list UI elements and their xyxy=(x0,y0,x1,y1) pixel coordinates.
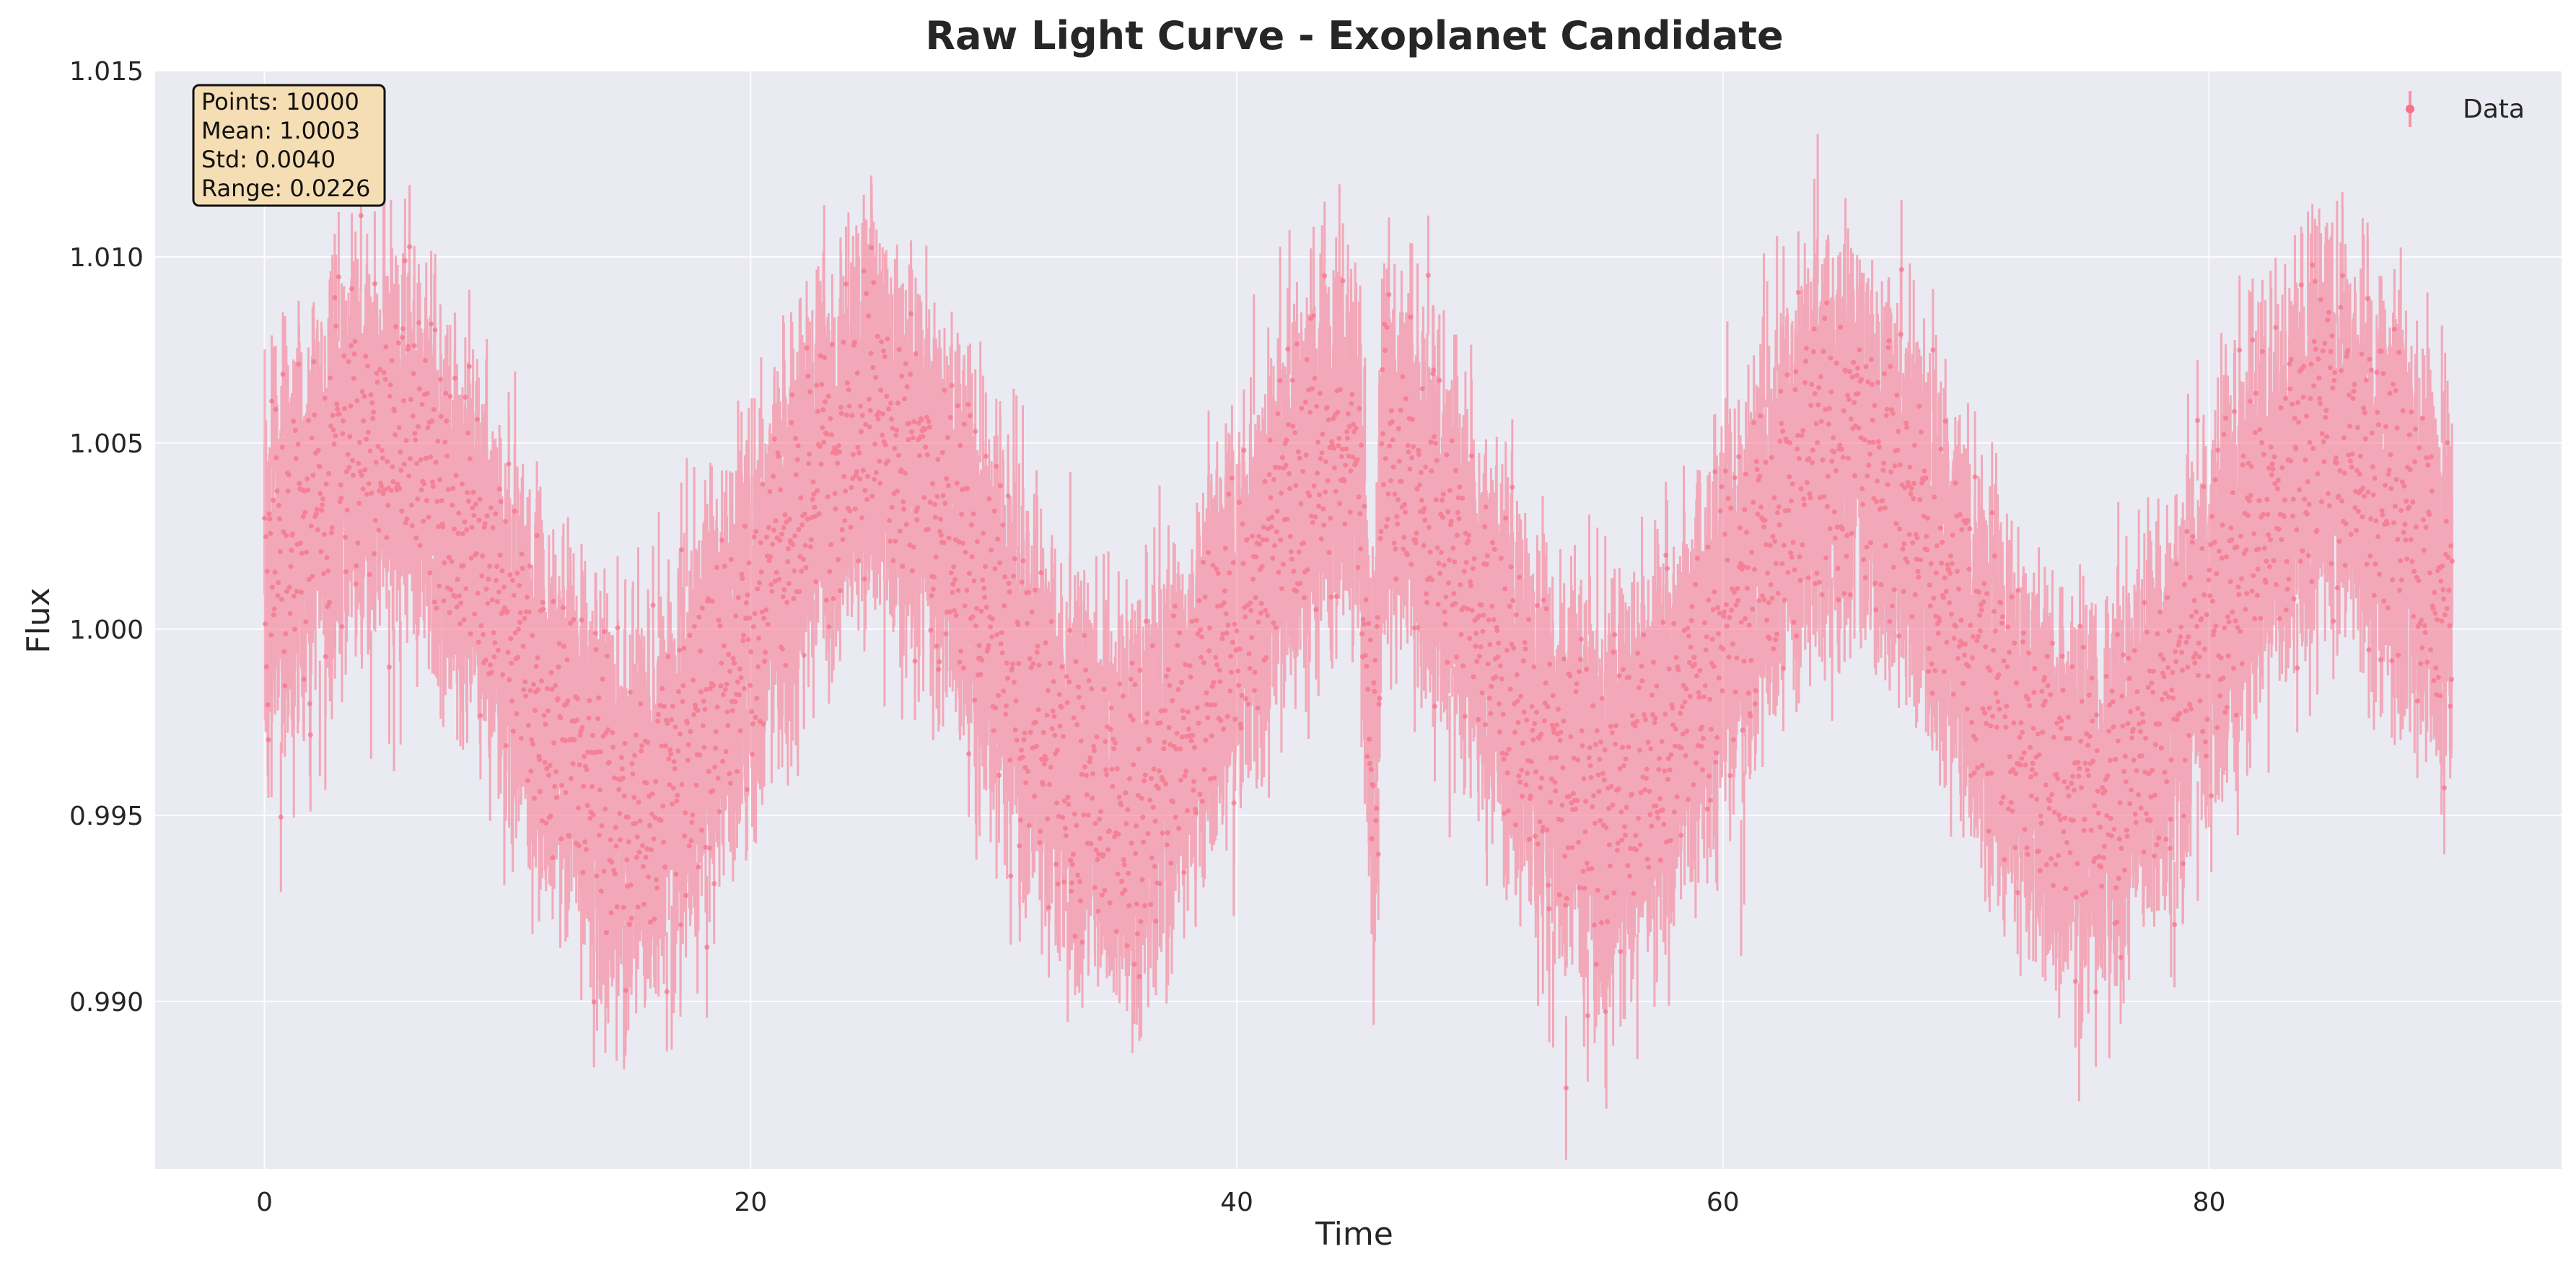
data-markers xyxy=(262,213,2455,1091)
x-axis-ticks: 0 20 40 60 80 xyxy=(256,1188,2225,1217)
stats-box: Points: 10000 Mean: 1.0003 Std: 0.0040 R… xyxy=(192,84,386,207)
y-axis-ticks: 0.990 0.995 1.000 1.005 1.010 1.015 xyxy=(69,57,144,1017)
x-axis-label: Time xyxy=(1315,1216,1393,1253)
stats-range: Range: 0.0226 xyxy=(201,175,370,202)
stats-mean: Mean: 1.0003 xyxy=(201,117,360,144)
y-tick-label: 1.010 xyxy=(69,243,144,273)
x-tick-label: 20 xyxy=(734,1188,767,1217)
y-tick-label: 1.005 xyxy=(69,429,144,459)
stats-points: Points: 10000 xyxy=(201,88,359,115)
chart-title: Raw Light Curve - Exoplanet Candidate xyxy=(925,13,1783,58)
x-tick-label: 80 xyxy=(2193,1188,2226,1217)
legend: Data xyxy=(2406,91,2525,127)
y-tick-label: 0.995 xyxy=(69,802,144,831)
x-tick-label: 40 xyxy=(1220,1188,1253,1217)
y-axis-label: Flux xyxy=(20,587,57,653)
legend-label-data: Data xyxy=(2463,95,2525,124)
legend-marker-icon xyxy=(2406,105,2414,113)
y-tick-label: 1.015 xyxy=(69,57,144,87)
data-series-data xyxy=(262,133,2455,1160)
stats-box-background xyxy=(192,84,386,207)
y-tick-label: 1.000 xyxy=(69,615,144,645)
x-tick-label: 60 xyxy=(1707,1188,1740,1217)
stats-std: Std: 0.0040 xyxy=(201,146,336,173)
y-tick-label: 0.990 xyxy=(69,988,144,1017)
x-tick-label: 0 xyxy=(256,1188,273,1217)
